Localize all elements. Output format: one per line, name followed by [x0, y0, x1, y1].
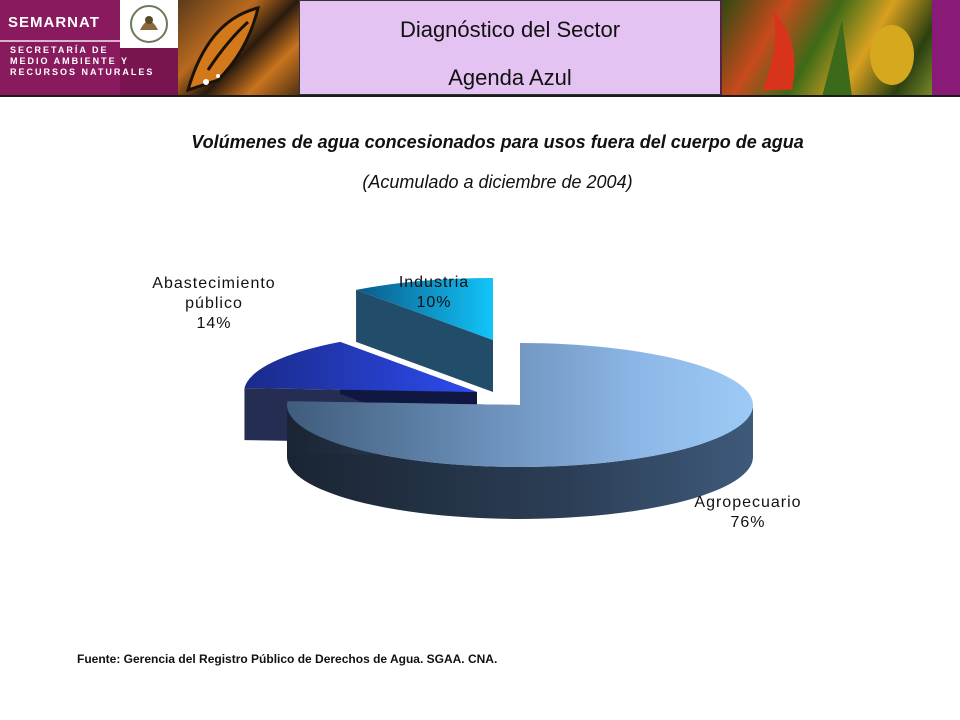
slice-label: Abastecimiento público 14% [152, 275, 275, 332]
slice-label: Industria 10% [399, 274, 469, 311]
header-banner: SEMARNAT SECRETARÍA DE MEDIO AMBIENTE Y … [0, 0, 960, 97]
slide-title-box: Diagnóstico del Sector Agenda Azul [299, 0, 721, 95]
slice-label: Agropecuario 76% [694, 494, 801, 531]
pie-slice [356, 278, 493, 392]
banner-edge [932, 0, 960, 97]
banner-divider [0, 95, 960, 97]
butterfly-photo [178, 0, 300, 97]
agency-subtitle-line: MEDIO AMBIENTE Y [10, 56, 130, 66]
slide-title: Diagnóstico del Sector [399, 17, 621, 42]
agency-subtitle: SECRETARÍA DE MEDIO AMBIENTE Y RECURSOS … [0, 45, 180, 97]
national-seal-icon [120, 0, 178, 48]
brand-divider [0, 40, 120, 42]
agency-subtitle-line: RECURSOS NATURALES [10, 67, 155, 77]
chart-subtitle: (Acumulado a diciembre de 2004) [362, 172, 633, 192]
pie-slice [287, 343, 753, 519]
chart-title: Volúmenes de agua concesionados para uso… [191, 132, 804, 152]
slide-subtitle: Agenda Azul [448, 65, 572, 90]
agency-subtitle-line: SECRETARÍA DE [10, 45, 109, 55]
semarnat-logo: SEMARNAT [0, 0, 120, 97]
brand-name: SEMARNAT [8, 14, 100, 31]
flowers-photo [722, 0, 932, 97]
source-note: Fuente: Gerencia del Registro Público de… [77, 652, 498, 666]
